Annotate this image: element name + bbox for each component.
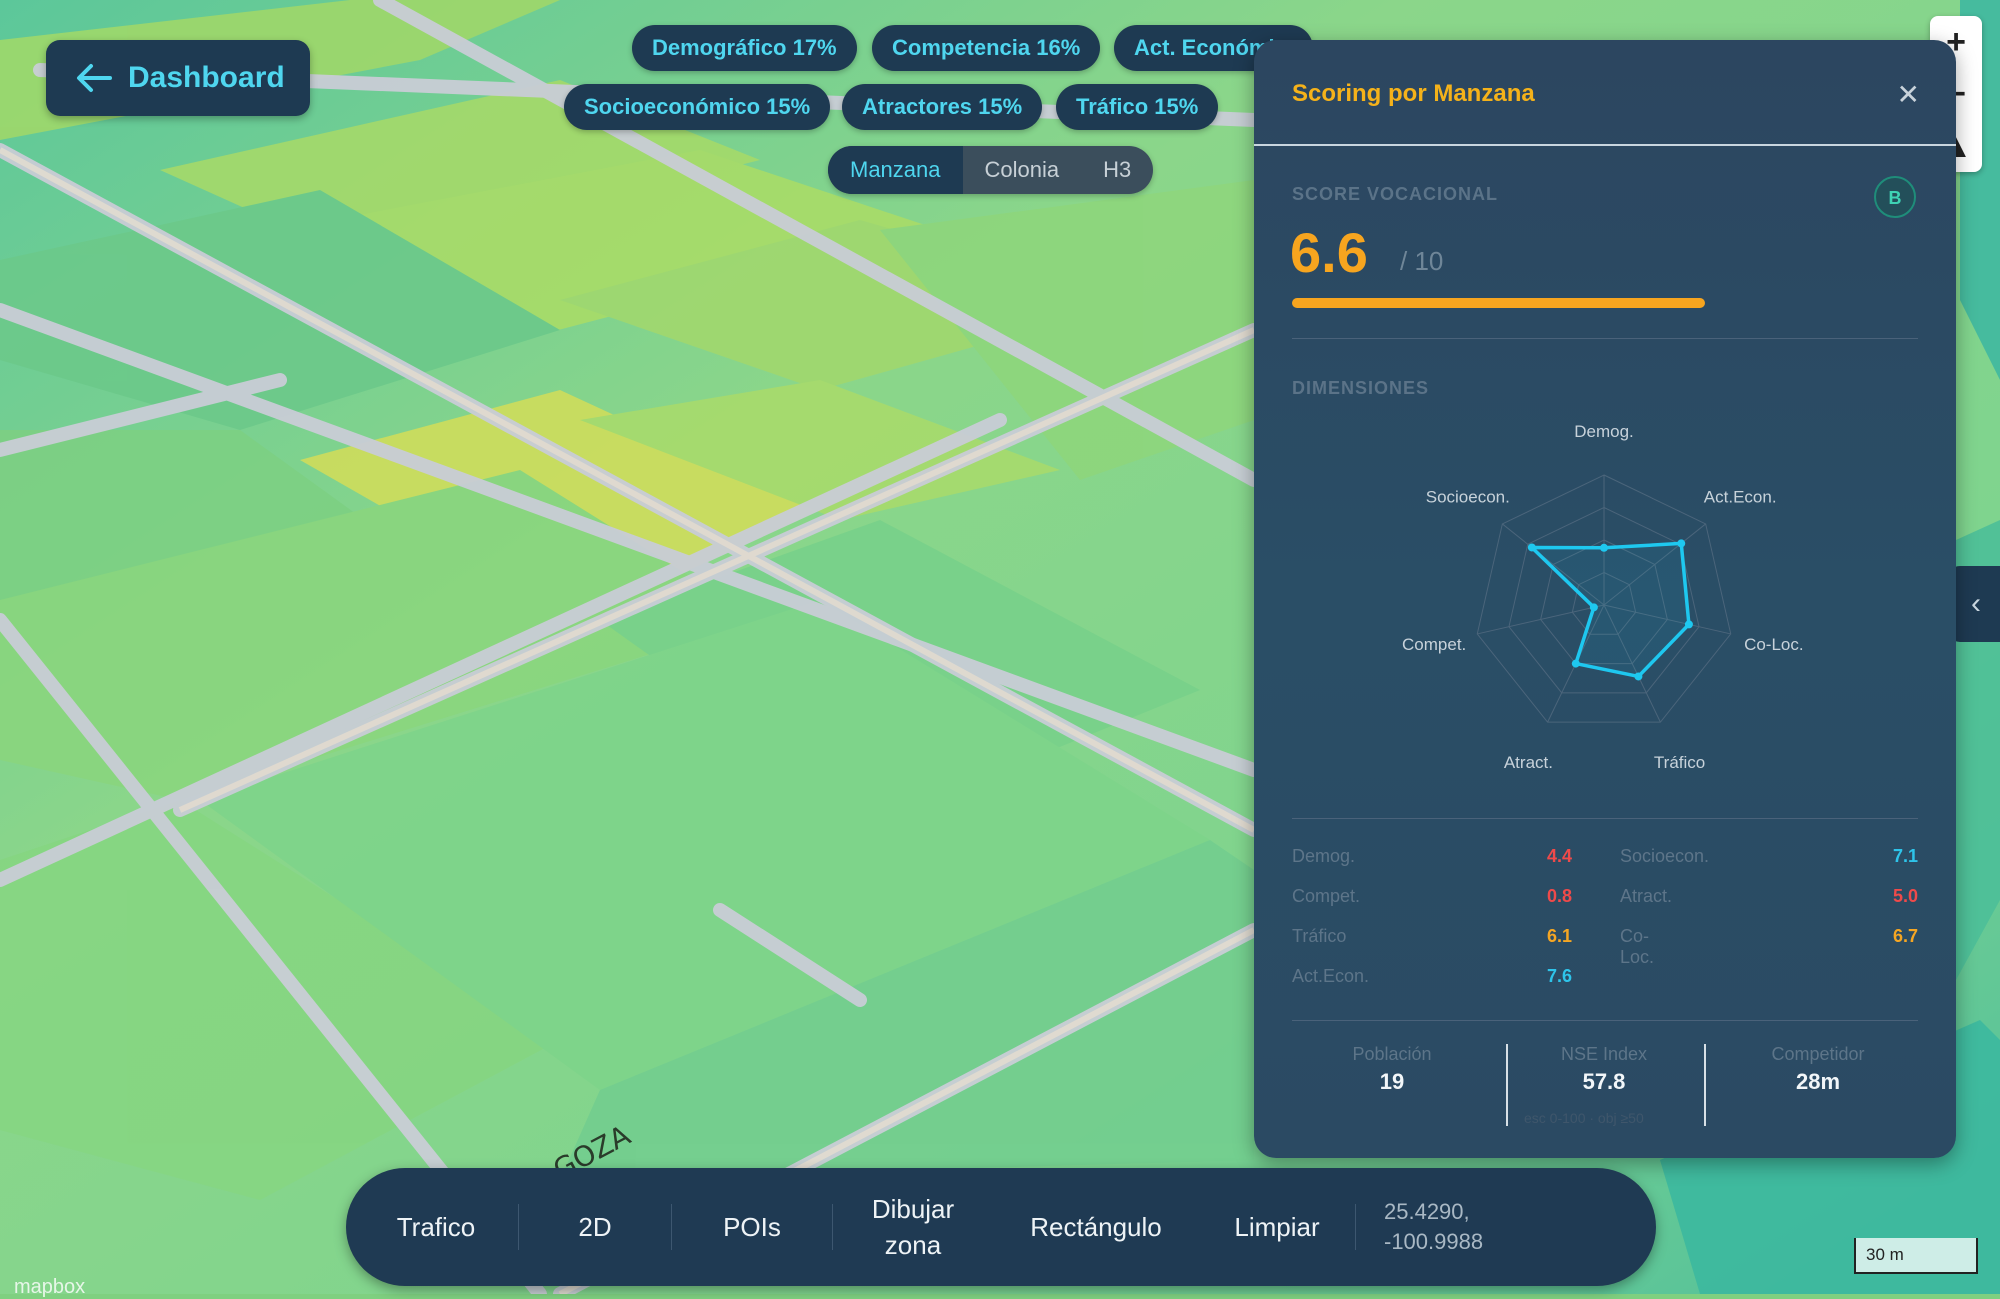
stat-poblacion: Población 19 <box>1292 1044 1492 1095</box>
score-section-label: SCORE VOCACIONAL <box>1292 184 1499 204</box>
dimension-value: 6.7 <box>1892 926 1918 946</box>
toolbar-separator <box>518 1204 519 1250</box>
weight-pill-socioeconomico[interactable]: Socioeconómico 15% <box>564 84 831 130</box>
stat-value: 19 <box>1379 1069 1405 1094</box>
weight-pill-demografico[interactable]: Demográfico 17% <box>632 25 857 71</box>
bottom-toolbar: Trafico 2D POIs Dibujar zona Rectángulo … <box>346 1168 1656 1286</box>
radar-axis-label: Act.Econ. <box>1704 487 1777 506</box>
dimension-name: Act.Econ. <box>1292 966 1370 986</box>
radar-point <box>1634 672 1643 681</box>
coords-lat: 25.4290, <box>1384 1199 1470 1224</box>
radar-point <box>1527 543 1536 552</box>
mapbox-logo[interactable]: mapbox <box>14 1276 86 1298</box>
arrow-left-icon <box>77 64 112 92</box>
radar-axis-label: Atract. <box>1504 753 1553 772</box>
close-icon[interactable]: ✕ <box>1896 79 1920 110</box>
weight-pill-atractores[interactable]: Atractores 15% <box>842 84 1043 130</box>
dimensions-label: DIMENSIONES <box>1292 378 1430 398</box>
score-bar <box>1292 298 1918 308</box>
granularity-selector: Manzana Colonia H3 <box>828 146 1154 194</box>
dimension-name: Compet. <box>1292 886 1361 906</box>
dimension-name: Atract. <box>1620 886 1673 906</box>
toolbar-pois-button[interactable]: POIs <box>723 1212 781 1242</box>
dashboard-label: Dashboard <box>128 61 285 94</box>
weight-pill-competencia[interactable]: Competencia 16% <box>872 25 1101 71</box>
dimension-name: Demog. <box>1292 846 1356 866</box>
dimension-name: Tráfico <box>1292 926 1347 946</box>
radar-axis-label: Tráfico <box>1654 753 1705 772</box>
toolbar-rectangulo-button[interactable]: Rectángulo <box>1030 1212 1162 1242</box>
coordinates-readout: 25.4290, -100.9988 <box>1356 1197 1483 1257</box>
divider <box>1292 1020 1918 1021</box>
dimension-name: Co-Loc. <box>1620 926 1655 967</box>
toolbar-dibujar-zona-button[interactable]: Dibujar zona <box>871 1194 955 1260</box>
radar-chart: Demog. Act.Econ. Co-Loc. Tráfico Atract. Comp… <box>1402 422 1804 772</box>
radar-point <box>1589 603 1598 612</box>
radar-point <box>1571 659 1580 668</box>
stat-label: Población <box>1352 1044 1432 1064</box>
stat-value: 57.8 <box>1582 1069 1626 1094</box>
dimension-value: 6.1 <box>1546 926 1572 946</box>
toolbar-separator <box>671 1204 672 1250</box>
stat-value: 28m <box>1795 1069 1841 1094</box>
stat-label: NSE Index <box>1560 1044 1648 1064</box>
toolbar-separator <box>1355 1204 1356 1250</box>
dimension-value: 7.6 <box>1546 966 1572 986</box>
toolbar-limpiar-button[interactable]: Limpiar <box>1234 1212 1320 1242</box>
dimension-value: 4.4 <box>1546 846 1572 866</box>
stat-competidor: Competidor 28m <box>1718 1044 1918 1095</box>
divider <box>1292 338 1918 339</box>
toolbar-trafico-button[interactable]: Trafico <box>396 1212 476 1242</box>
radar-grid-ring <box>1476 474 1732 723</box>
stat-nse-index: NSE Index 57.8 <box>1504 1044 1704 1095</box>
score-bar-fill <box>1292 298 1706 308</box>
toolbar-separator <box>832 1204 833 1250</box>
panel-title: Scoring por Manzana <box>1292 80 1535 107</box>
radar-spoke <box>1477 604 1605 635</box>
radar-axis-label: Compet. <box>1402 635 1466 654</box>
radar-spoke <box>1603 523 1706 606</box>
nse-note: esc 0-100 · obj ≥50 <box>1524 1110 1644 1126</box>
dashboard-button[interactable]: Dashboard <box>46 40 310 116</box>
dimension-name: Socioecon. <box>1620 846 1710 866</box>
dimension-value: 0.8 <box>1546 886 1572 906</box>
dimension-value: 5.0 <box>1892 886 1918 906</box>
radar-grid-ring <box>1540 539 1668 665</box>
stat-separator <box>1704 1044 1706 1126</box>
map-scale: 30 m <box>1854 1238 1978 1274</box>
radar-point <box>1684 620 1693 629</box>
dimension-value: 7.1 <box>1892 846 1918 866</box>
chevron-left-icon: ‹ <box>1971 587 1981 620</box>
radar-spoke <box>1502 523 1605 606</box>
stat-label: Competidor <box>1771 1044 1865 1064</box>
radar-point <box>1600 543 1608 552</box>
radar-axis-label: Socioecon. <box>1426 487 1510 506</box>
scoring-panel: Scoring por Manzana ✕ SCORE VOCACIONAL B… <box>1254 40 1956 1158</box>
toolbar-2d-button[interactable]: 2D <box>578 1212 612 1242</box>
granularity-option-manzana[interactable]: Manzana <box>828 146 963 194</box>
radar-axis-label: Co-Loc. <box>1744 635 1804 654</box>
coords-lon: -100.9988 <box>1384 1229 1484 1254</box>
radar-axis-label: Demog. <box>1574 422 1634 441</box>
radar-point <box>1677 539 1686 548</box>
radar-series <box>1530 541 1691 679</box>
granularity-option-colonia[interactable]: Colonia <box>984 157 1060 182</box>
radar-spoke <box>1603 604 1731 635</box>
granularity-option-h3[interactable]: H3 <box>1103 157 1132 182</box>
panel-header: Scoring por Manzana ✕ <box>1254 40 1956 146</box>
stat-separator <box>1506 1044 1508 1126</box>
radar-spoke <box>1603 604 1661 723</box>
divider <box>1292 818 1918 819</box>
score-value: 6.6 <box>1290 221 1368 284</box>
score-max: / 10 <box>1400 246 1444 276</box>
grade-badge: B <box>1874 176 1916 218</box>
weight-pill-trafico[interactable]: Tráfico 15% <box>1056 84 1219 130</box>
